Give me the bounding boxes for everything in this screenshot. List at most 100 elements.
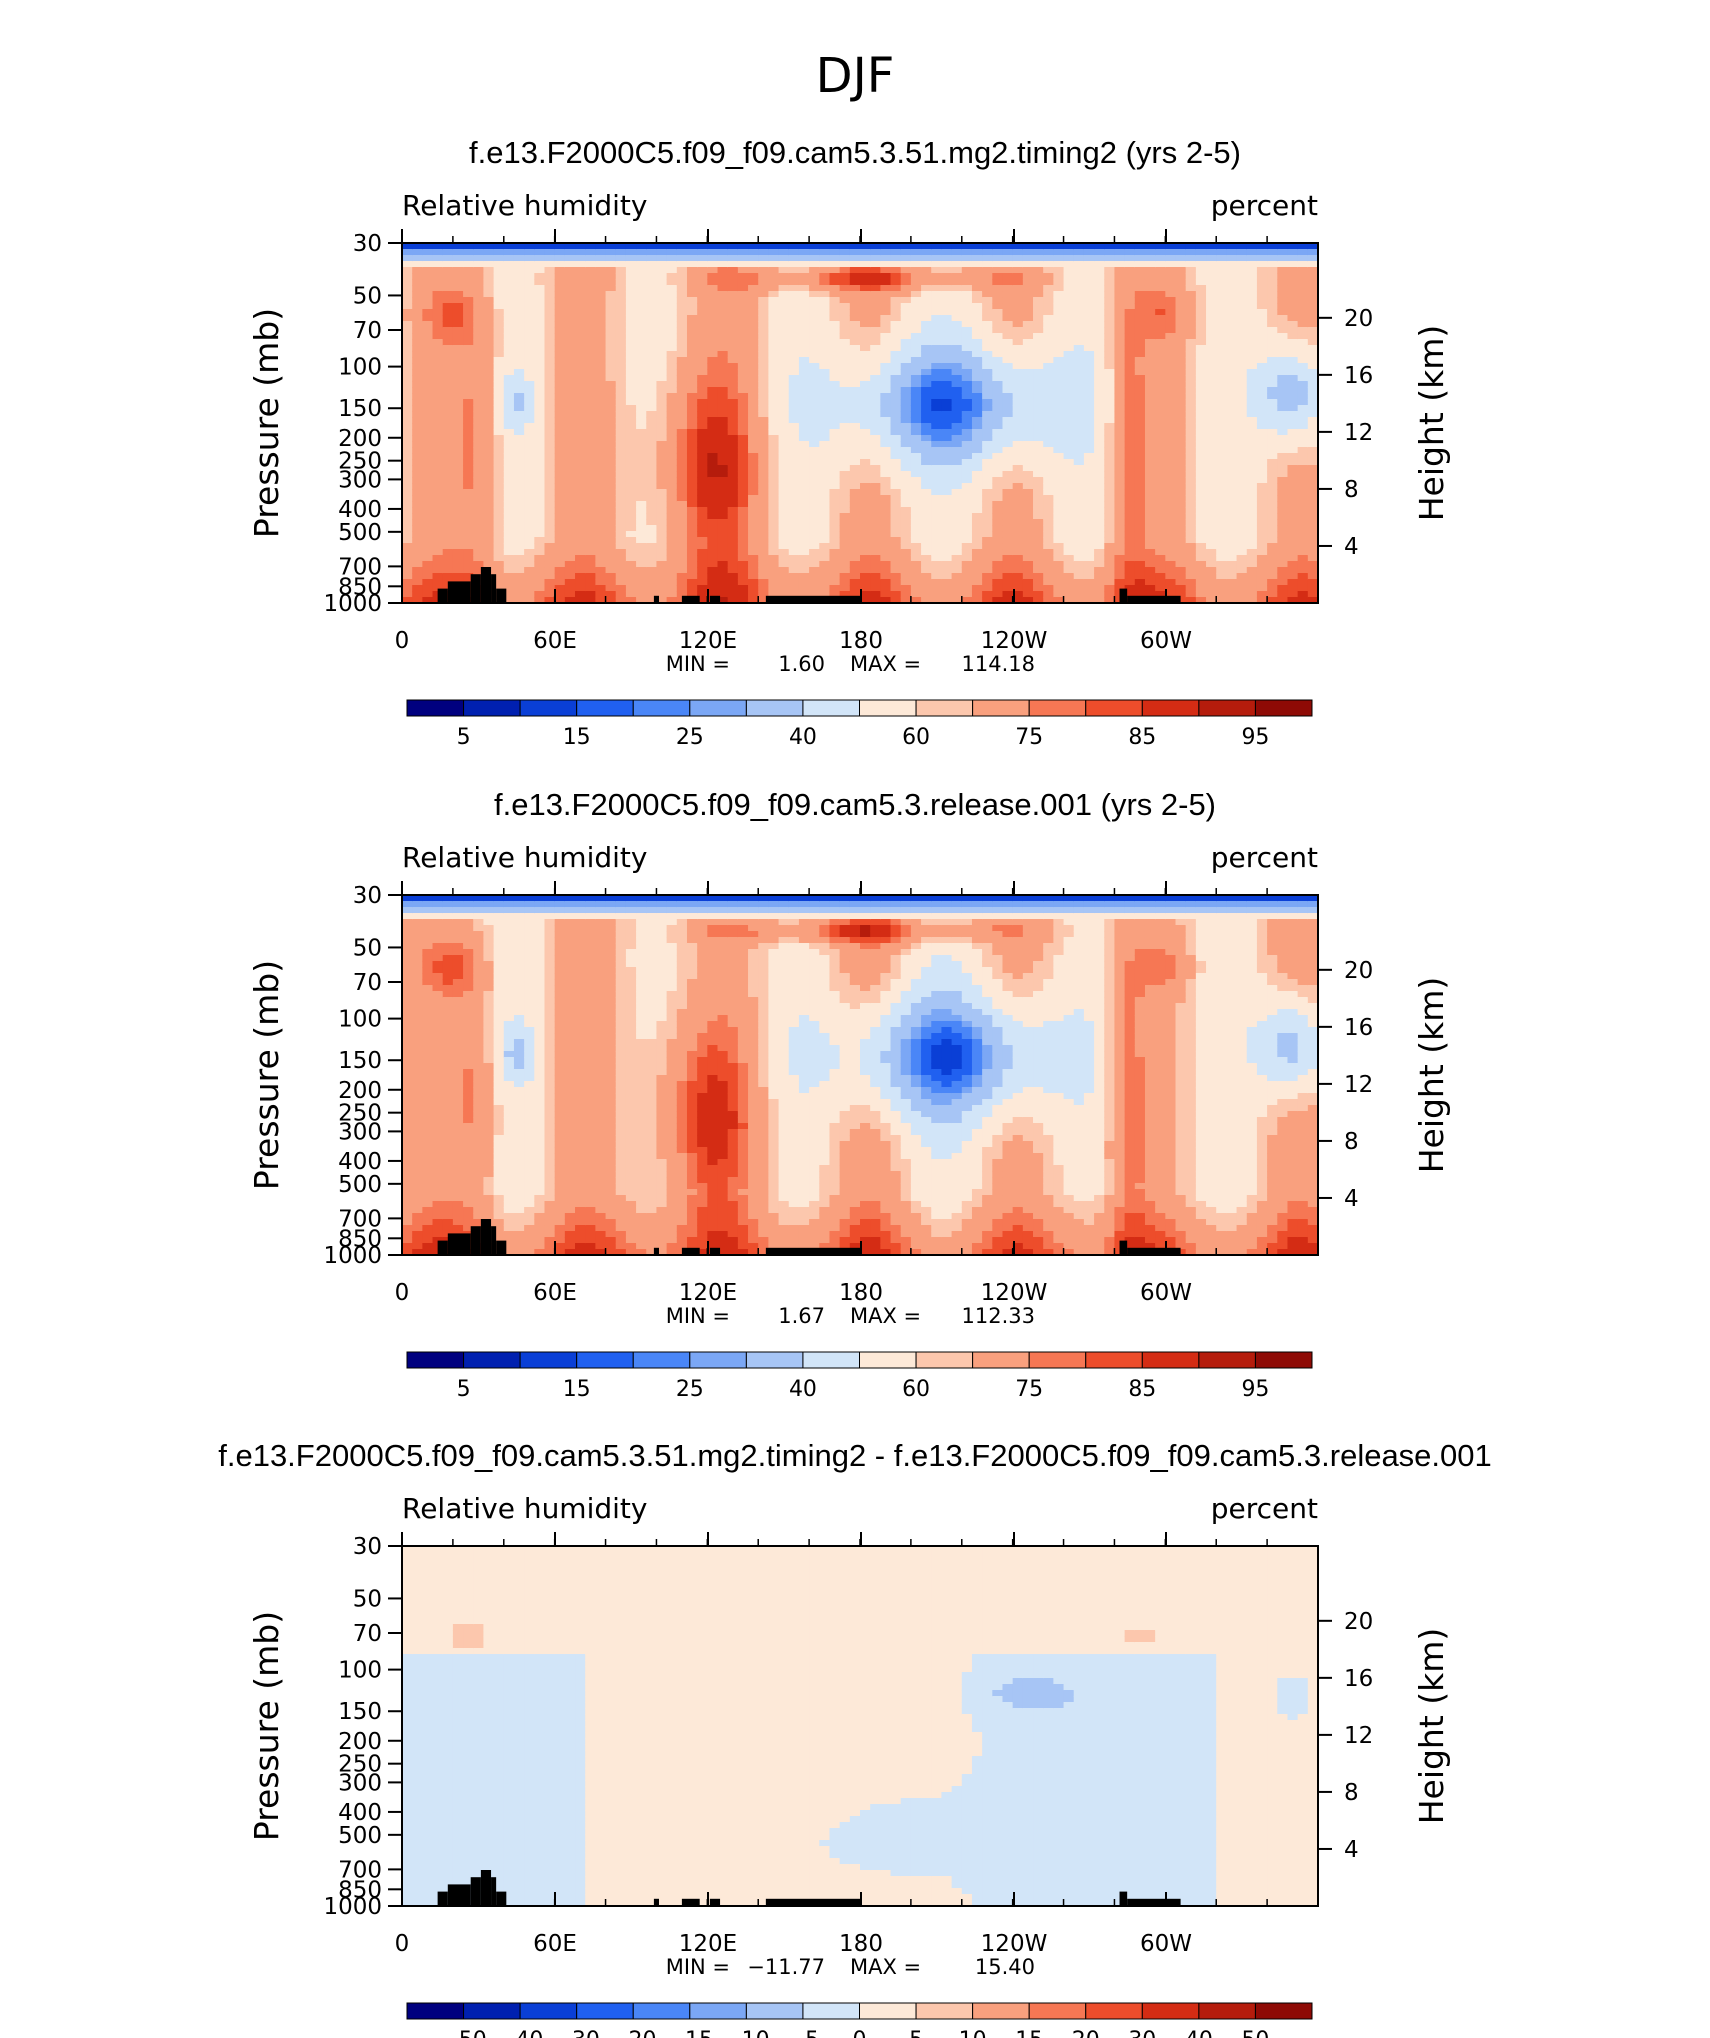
contour-cell xyxy=(1206,477,1217,484)
contour-cell xyxy=(1155,429,1166,436)
contour-cell xyxy=(1124,351,1136,358)
contour-cell xyxy=(575,435,586,442)
contour-cell xyxy=(1063,243,1075,250)
contour-cell xyxy=(921,399,932,406)
contour-cell xyxy=(463,489,474,496)
contour-cell xyxy=(1063,333,1075,340)
contour-cell xyxy=(707,549,719,556)
contour-cell xyxy=(1216,543,1227,550)
contour-cell xyxy=(758,489,769,496)
contour-cell xyxy=(686,309,698,316)
contour-cell xyxy=(646,387,658,394)
contour-cell xyxy=(1043,519,1054,526)
contour-cell xyxy=(412,399,423,406)
contour-cell xyxy=(1175,303,1187,310)
contour-cell xyxy=(951,567,963,574)
contour-cell xyxy=(748,267,759,274)
contour-cell xyxy=(402,543,413,550)
contour-cell xyxy=(1175,567,1187,574)
contour-cell xyxy=(1155,333,1166,340)
contour-cell xyxy=(951,267,963,274)
contour-cell xyxy=(442,549,454,556)
contour-cell xyxy=(615,333,627,340)
contour-cell xyxy=(982,525,993,532)
contour-cell xyxy=(890,375,902,382)
contour-cell xyxy=(656,561,668,568)
contour-cell xyxy=(412,441,423,448)
contour-cell xyxy=(707,561,719,568)
contour-cell xyxy=(513,369,525,376)
contour-cell xyxy=(503,267,515,274)
contour-cell xyxy=(1246,303,1258,310)
contour-cell xyxy=(931,309,943,316)
contour-cell xyxy=(595,369,607,376)
contour-cell xyxy=(1175,585,1187,592)
contour-cell xyxy=(1144,339,1156,346)
contour-cell xyxy=(870,369,881,376)
contour-cell xyxy=(727,303,739,310)
contour-cell xyxy=(809,261,820,268)
contour-cell xyxy=(656,531,668,538)
contour-cell xyxy=(1236,573,1248,580)
contour-cell xyxy=(849,519,861,526)
contour-cell xyxy=(1124,333,1136,340)
contour-cell xyxy=(524,429,535,436)
contour-cell xyxy=(1155,261,1166,268)
contour-cell xyxy=(452,273,464,280)
contour-cell xyxy=(1053,273,1065,280)
contour-cell xyxy=(1073,453,1085,460)
contour-cell xyxy=(819,261,831,268)
contour-cell xyxy=(1216,405,1227,412)
contour-cell xyxy=(554,279,566,286)
contour-cell xyxy=(646,453,658,460)
contour-cell xyxy=(961,525,973,532)
contour-cell xyxy=(615,531,627,538)
contour-cell xyxy=(524,423,535,430)
contour-cell xyxy=(697,279,708,286)
contour-cell xyxy=(402,537,413,544)
contour-cell xyxy=(798,549,810,556)
contour-cell xyxy=(809,399,820,406)
contour-cell xyxy=(900,549,912,556)
contour-cell xyxy=(870,447,881,454)
contour-cell xyxy=(676,591,688,598)
contour-cell xyxy=(829,543,841,550)
contour-cell xyxy=(575,405,586,412)
contour-cell xyxy=(870,381,881,388)
contour-cell xyxy=(1012,471,1024,478)
contour-cell xyxy=(992,327,1004,334)
contour-cell xyxy=(1134,375,1146,382)
contour-cell xyxy=(585,309,596,316)
contour-cell xyxy=(1165,507,1177,514)
contour-cell xyxy=(1043,291,1054,298)
contour-cell xyxy=(666,519,678,526)
contour-cell xyxy=(1236,435,1248,442)
contour-cell xyxy=(1043,351,1054,358)
contour-cell xyxy=(1236,315,1248,322)
contour-cell xyxy=(1094,303,1105,310)
contour-cell xyxy=(1002,585,1014,592)
contour-cell xyxy=(513,429,525,436)
contour-cell xyxy=(809,423,820,430)
contour-cell xyxy=(798,351,810,358)
contour-cell xyxy=(839,387,851,394)
contour-cell xyxy=(686,381,698,388)
contour-cell xyxy=(941,543,953,550)
contour-cell xyxy=(1043,363,1054,370)
contour-cell xyxy=(666,453,678,460)
contour-cell xyxy=(412,375,423,382)
contour-cell xyxy=(1114,357,1126,364)
contour-cell xyxy=(442,345,454,352)
contour-cell xyxy=(432,393,444,400)
contour-cell xyxy=(798,249,810,256)
contour-cell xyxy=(748,531,759,538)
contour-cell xyxy=(513,459,525,466)
contour-cell xyxy=(707,573,719,580)
contour-cell xyxy=(717,303,729,310)
contour-cell xyxy=(564,393,576,400)
contour-cell xyxy=(1236,387,1248,394)
contour-cell xyxy=(1043,273,1054,280)
contour-cell xyxy=(564,249,576,256)
contour-cell xyxy=(1144,447,1156,454)
contour-cell xyxy=(982,489,993,496)
